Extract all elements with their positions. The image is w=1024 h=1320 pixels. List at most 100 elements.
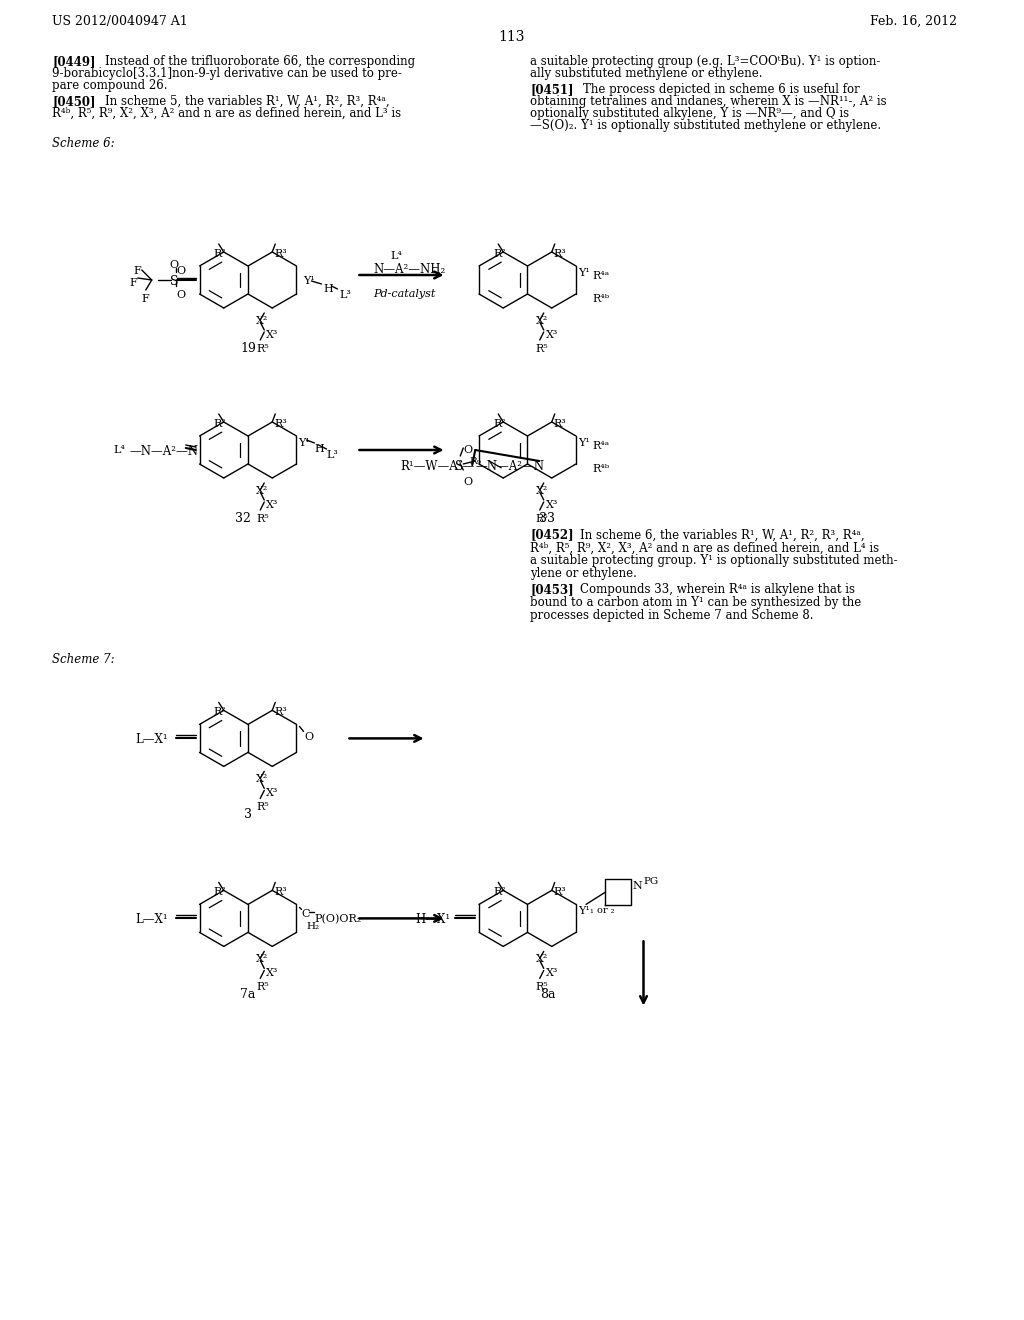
Text: —S(O)₂. Y¹ is optionally substituted methylene or ethylene.: —S(O)₂. Y¹ is optionally substituted met… (530, 119, 881, 132)
Text: Instead of the trifluoroborate 66, the corresponding: Instead of the trifluoroborate 66, the c… (105, 55, 415, 69)
Text: R³: R³ (554, 418, 566, 429)
Text: bound to a carbon atom in Y¹ can be synthesized by the: bound to a carbon atom in Y¹ can be synt… (530, 597, 861, 610)
Text: R⁴ᵇ: R⁴ᵇ (592, 465, 609, 474)
Text: 33: 33 (540, 512, 555, 524)
Text: R²: R² (494, 887, 506, 898)
Text: F: F (134, 267, 141, 276)
Text: The process depicted in scheme 6 is useful for: The process depicted in scheme 6 is usef… (583, 83, 860, 96)
Text: [0450]: [0450] (52, 95, 95, 108)
Text: X³: X³ (546, 330, 558, 341)
Text: R⁵: R⁵ (256, 982, 269, 993)
Text: X³: X³ (266, 788, 279, 799)
Text: H₂: H₂ (306, 923, 319, 932)
Text: N—A²—NH₂: N—A²—NH₂ (374, 263, 445, 276)
Text: R³: R³ (274, 887, 287, 898)
Text: 19: 19 (240, 342, 256, 355)
Text: R⁵: R⁵ (536, 982, 549, 993)
Text: Y¹: Y¹ (299, 438, 310, 447)
Text: Y¹: Y¹ (578, 438, 590, 447)
Text: S: S (456, 459, 464, 473)
Text: 7a: 7a (241, 989, 256, 1002)
Text: R⁴ᵇ, R⁵, R⁹, X², X³, A² and n are as defined herein, and L⁴ is: R⁴ᵇ, R⁵, R⁹, X², X³, A² and n are as def… (530, 541, 880, 554)
Text: S: S (170, 275, 178, 288)
Text: R³: R³ (274, 708, 287, 717)
Text: [0449]: [0449] (52, 55, 95, 69)
Text: —N—A²—N: —N—A²—N (130, 445, 199, 458)
Text: H: H (324, 284, 333, 294)
Text: L⁴: L⁴ (390, 251, 402, 261)
Text: R³: R³ (274, 418, 287, 429)
Text: obtaining tetralines and indanes, wherein X is —NR¹¹-, A² is: obtaining tetralines and indanes, wherei… (530, 95, 887, 108)
Text: X²: X² (536, 315, 548, 326)
Text: pare compound 26.: pare compound 26. (52, 79, 168, 92)
Text: Feb. 16, 2012: Feb. 16, 2012 (870, 15, 957, 28)
Text: R²: R² (214, 418, 226, 429)
Text: R⁴ᵃ: R⁴ᵃ (592, 271, 609, 281)
Text: N: N (632, 882, 642, 891)
Text: ylene or ethylene.: ylene or ethylene. (530, 568, 637, 581)
Text: O: O (177, 290, 186, 300)
Text: R⁵: R⁵ (536, 513, 549, 524)
Text: R³: R³ (274, 249, 287, 259)
Text: R⁵: R⁵ (256, 803, 269, 812)
Text: X³: X³ (266, 500, 279, 510)
Text: L³: L³ (327, 450, 338, 459)
Text: H—X¹: H—X¹ (416, 913, 451, 927)
Text: R²: R² (214, 708, 226, 717)
Text: 32: 32 (236, 512, 251, 524)
Text: O: O (463, 477, 472, 487)
Text: [0452]: [0452] (530, 528, 573, 541)
Text: processes depicted in Scheme 7 and Scheme 8.: processes depicted in Scheme 7 and Schem… (530, 610, 813, 623)
Text: R⁵: R⁵ (256, 345, 269, 354)
Text: US 2012/0040947 A1: US 2012/0040947 A1 (52, 15, 187, 28)
Text: Y¹: Y¹ (303, 276, 315, 286)
Text: R³: R³ (554, 249, 566, 259)
Text: optionally substituted alkylene, Y is —NR⁹—, and Q is: optionally substituted alkylene, Y is —N… (530, 107, 849, 120)
Text: Scheme 7:: Scheme 7: (52, 653, 115, 667)
Text: L—X¹: L—X¹ (136, 734, 168, 746)
Text: X²: X² (256, 954, 268, 965)
Text: In scheme 6, the variables R¹, W, A¹, R², R³, R⁴ᵃ,: In scheme 6, the variables R¹, W, A¹, R²… (580, 528, 864, 541)
Text: Scheme 6:: Scheme 6: (52, 137, 115, 150)
Text: X²: X² (536, 954, 548, 965)
Text: X²: X² (256, 486, 268, 496)
Text: F: F (141, 294, 150, 304)
Text: ally substituted methylene or ethylene.: ally substituted methylene or ethylene. (530, 67, 763, 81)
Text: 8a: 8a (540, 989, 555, 1002)
Text: R₉: R₉ (469, 457, 481, 466)
Text: X²: X² (256, 315, 268, 326)
Text: X²: X² (256, 775, 268, 784)
Text: X³: X³ (266, 969, 279, 978)
Text: O: O (463, 445, 472, 455)
Text: 113: 113 (499, 30, 525, 44)
Text: Y¹: Y¹ (578, 907, 590, 916)
Text: H: H (314, 444, 325, 454)
Text: L—X¹: L—X¹ (136, 913, 168, 927)
Text: a suitable protecting group. Y¹ is optionally substituted meth-: a suitable protecting group. Y¹ is optio… (530, 554, 898, 568)
Text: Compounds 33, wherein R⁴ᵃ is alkylene that is: Compounds 33, wherein R⁴ᵃ is alkylene th… (580, 583, 855, 597)
Text: R²: R² (214, 887, 226, 898)
Text: R³: R³ (554, 887, 566, 898)
Text: [0451]: [0451] (530, 83, 573, 96)
Text: PG: PG (643, 878, 658, 887)
Text: L³: L³ (340, 290, 351, 300)
Text: P(O)OR₂: P(O)OR₂ (314, 915, 361, 925)
Text: 3: 3 (244, 808, 252, 821)
Text: R⁵: R⁵ (256, 513, 269, 524)
Text: —N—A²—N: —N—A²—N (475, 459, 544, 473)
Text: [0453]: [0453] (530, 583, 573, 597)
Text: R²: R² (214, 249, 226, 259)
Text: C: C (301, 909, 310, 920)
Text: F: F (130, 279, 137, 288)
Text: X²: X² (536, 486, 548, 496)
Text: R⁴ᵃ: R⁴ᵃ (592, 441, 609, 451)
Text: a suitable protecting group (e.g. L³=COOᵗBu). Y¹ is option-: a suitable protecting group (e.g. L³=COO… (530, 55, 881, 69)
Text: ₁ or ₂: ₁ or ₂ (590, 907, 614, 915)
Text: R⁴ᵇ: R⁴ᵇ (592, 294, 609, 304)
Text: R¹—W—A¹—: R¹—W—A¹— (400, 459, 474, 473)
Text: In scheme 5, the variables R¹, W, A¹, R², R³, R⁴ᵃ,: In scheme 5, the variables R¹, W, A¹, R²… (105, 95, 389, 108)
Text: O: O (177, 267, 186, 276)
Text: X³: X³ (546, 500, 558, 510)
Text: O: O (170, 260, 179, 271)
Text: R⁴ᵇ, R⁵, R⁹, X², X³, A² and n are as defined herein, and L³ is: R⁴ᵇ, R⁵, R⁹, X², X³, A² and n are as def… (52, 107, 401, 120)
